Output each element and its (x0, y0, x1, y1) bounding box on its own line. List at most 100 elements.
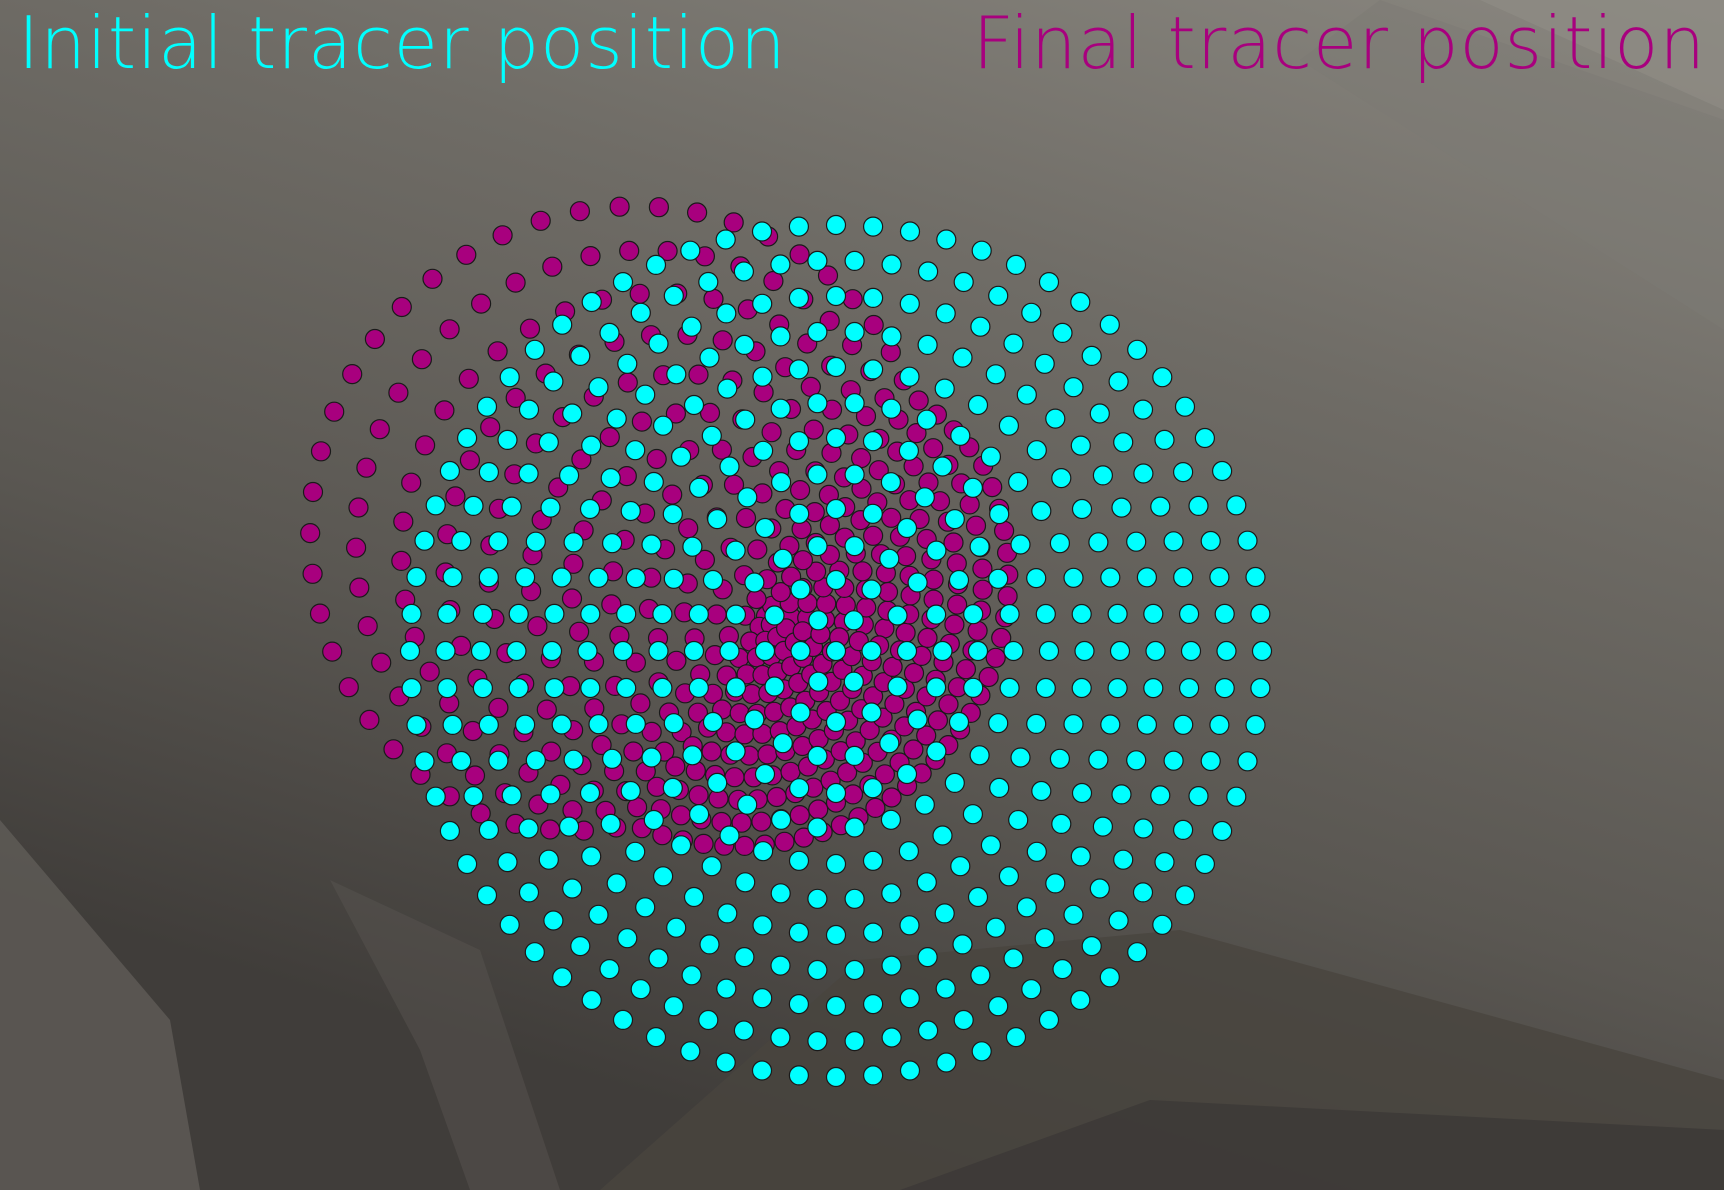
initial-tracer-dot (1173, 714, 1194, 735)
final-tracer-dot (657, 240, 678, 262)
final-tracer-dot (978, 666, 999, 688)
initial-tracer-dot (635, 384, 656, 405)
initial-tracer-dot (670, 835, 692, 856)
final-tracer-dot (712, 330, 733, 351)
initial-tracer-dot (734, 334, 755, 355)
final-tracer-dot (492, 225, 513, 246)
final-tracer-dot (346, 537, 367, 558)
initial-tracer-dot (1049, 748, 1071, 769)
initial-tracer-dot (962, 477, 984, 498)
initial-tracer-dot (680, 1041, 701, 1062)
final-tracer-dot (774, 831, 795, 852)
initial-tracer-dot (1188, 785, 1209, 807)
final-tracer-dot (530, 210, 551, 231)
initial-tracer-dot (538, 432, 559, 453)
initial-tracer-dot (579, 498, 601, 520)
initial-tracer-dot (600, 813, 621, 835)
initial-tracer-dot (1045, 873, 1066, 894)
final-tracer-dot (711, 439, 733, 460)
initial-tracer-dot (1226, 786, 1247, 807)
initial-tracer-dot (862, 503, 883, 524)
initial-tracer-dot (899, 221, 921, 242)
initial-tracer-dot (699, 934, 720, 955)
initial-tracer-dot (1071, 782, 1093, 804)
final-tracer-dot (751, 811, 772, 832)
initial-tracer-dot (683, 394, 705, 416)
initial-tracer-dot (988, 713, 1009, 734)
initial-tracer-dot (1026, 567, 1047, 589)
initial-tracer-dot (788, 850, 810, 871)
initial-tracer-dot (666, 364, 687, 385)
final-tracer-dot (349, 577, 370, 598)
initial-tracer-dot (1035, 677, 1056, 699)
initial-tracer-dot (1063, 567, 1084, 588)
initial-tracer-dot (472, 677, 493, 699)
initial-tracer-dot (497, 429, 518, 450)
initial-tracer-dot (914, 487, 935, 508)
initial-tracer-dot (1070, 989, 1091, 1011)
final-tracer-dot (571, 449, 592, 470)
final-tracer-dot (662, 484, 683, 505)
initial-tracer-dot (899, 1060, 921, 1081)
initial-tracer-dot (1081, 345, 1102, 366)
initial-tracer-dot (439, 460, 460, 482)
initial-tracer-dot (735, 409, 756, 430)
initial-tracer-dot (478, 567, 499, 588)
initial-tracer-dot (936, 229, 957, 250)
initial-tracer-dot (1250, 603, 1271, 625)
initial-tracer-dot (541, 640, 563, 662)
initial-tracer-dot (1031, 500, 1052, 522)
initial-tracer-dot (737, 794, 758, 815)
initial-tracer-dot (451, 750, 472, 772)
initial-tracer-dot (916, 409, 937, 430)
initial-tracer-dot (825, 711, 847, 733)
final-tracer-dot (302, 481, 324, 503)
initial-tracer-dot (606, 873, 627, 894)
initial-tracer-dot (1133, 818, 1154, 839)
initial-tracer-dot (790, 579, 811, 600)
initial-tracer-dot (518, 818, 539, 839)
initial-tracer-dot (967, 886, 989, 908)
initial-tracer-dot (1035, 603, 1056, 625)
initial-tracer-dot (896, 640, 918, 662)
final-tracer-dot (310, 441, 332, 462)
initial-tracer-dot (1152, 367, 1173, 388)
initial-tracer-dot (808, 610, 829, 631)
final-tracer-dot (855, 406, 877, 427)
final-tracer-dot (456, 244, 477, 265)
initial-tracer-dot (562, 403, 583, 424)
initial-tracer-dot (764, 605, 785, 626)
initial-tracer-dot (620, 500, 641, 522)
initial-tracer-dot (825, 640, 847, 662)
final-tracer-dot (393, 511, 414, 532)
initial-tracer-dot (789, 503, 810, 524)
final-tracer-dot (541, 741, 562, 762)
final-tracer-dot (678, 518, 699, 539)
final-tracer-dot (687, 702, 709, 723)
initial-tracer-dot (442, 714, 463, 736)
initial-tracer-dot (861, 640, 882, 662)
final-tracer-dot (619, 240, 640, 261)
initial-tracer-dot (688, 604, 709, 625)
initial-tracer-dot (1008, 471, 1029, 493)
initial-tracer-dot (1034, 928, 1055, 949)
initial-tracer-dot (764, 676, 785, 697)
initial-tracer-dot (1052, 958, 1073, 980)
initial-tracer-dot (825, 1066, 847, 1088)
initial-tracer-dot (401, 603, 422, 625)
final-tracer-dot (747, 539, 768, 560)
initial-tracer-dot (1111, 784, 1132, 805)
initial-tracer-dot (630, 979, 651, 1000)
initial-tracer-dot (1251, 640, 1273, 662)
initial-tracer-dot (807, 393, 828, 414)
final-tracer-dot (865, 797, 886, 819)
final-tracer-dot (908, 390, 929, 411)
initial-tracer-dot (825, 569, 847, 591)
initial-tracer-dot (1245, 714, 1266, 736)
initial-tracer-dot (862, 922, 884, 943)
initial-tracer-dot (752, 440, 774, 461)
initial-tracer-dot (752, 841, 774, 862)
initial-tracer-dot (688, 677, 709, 698)
final-tracer-dot (829, 690, 851, 711)
initial-tracer-dot (772, 548, 793, 569)
